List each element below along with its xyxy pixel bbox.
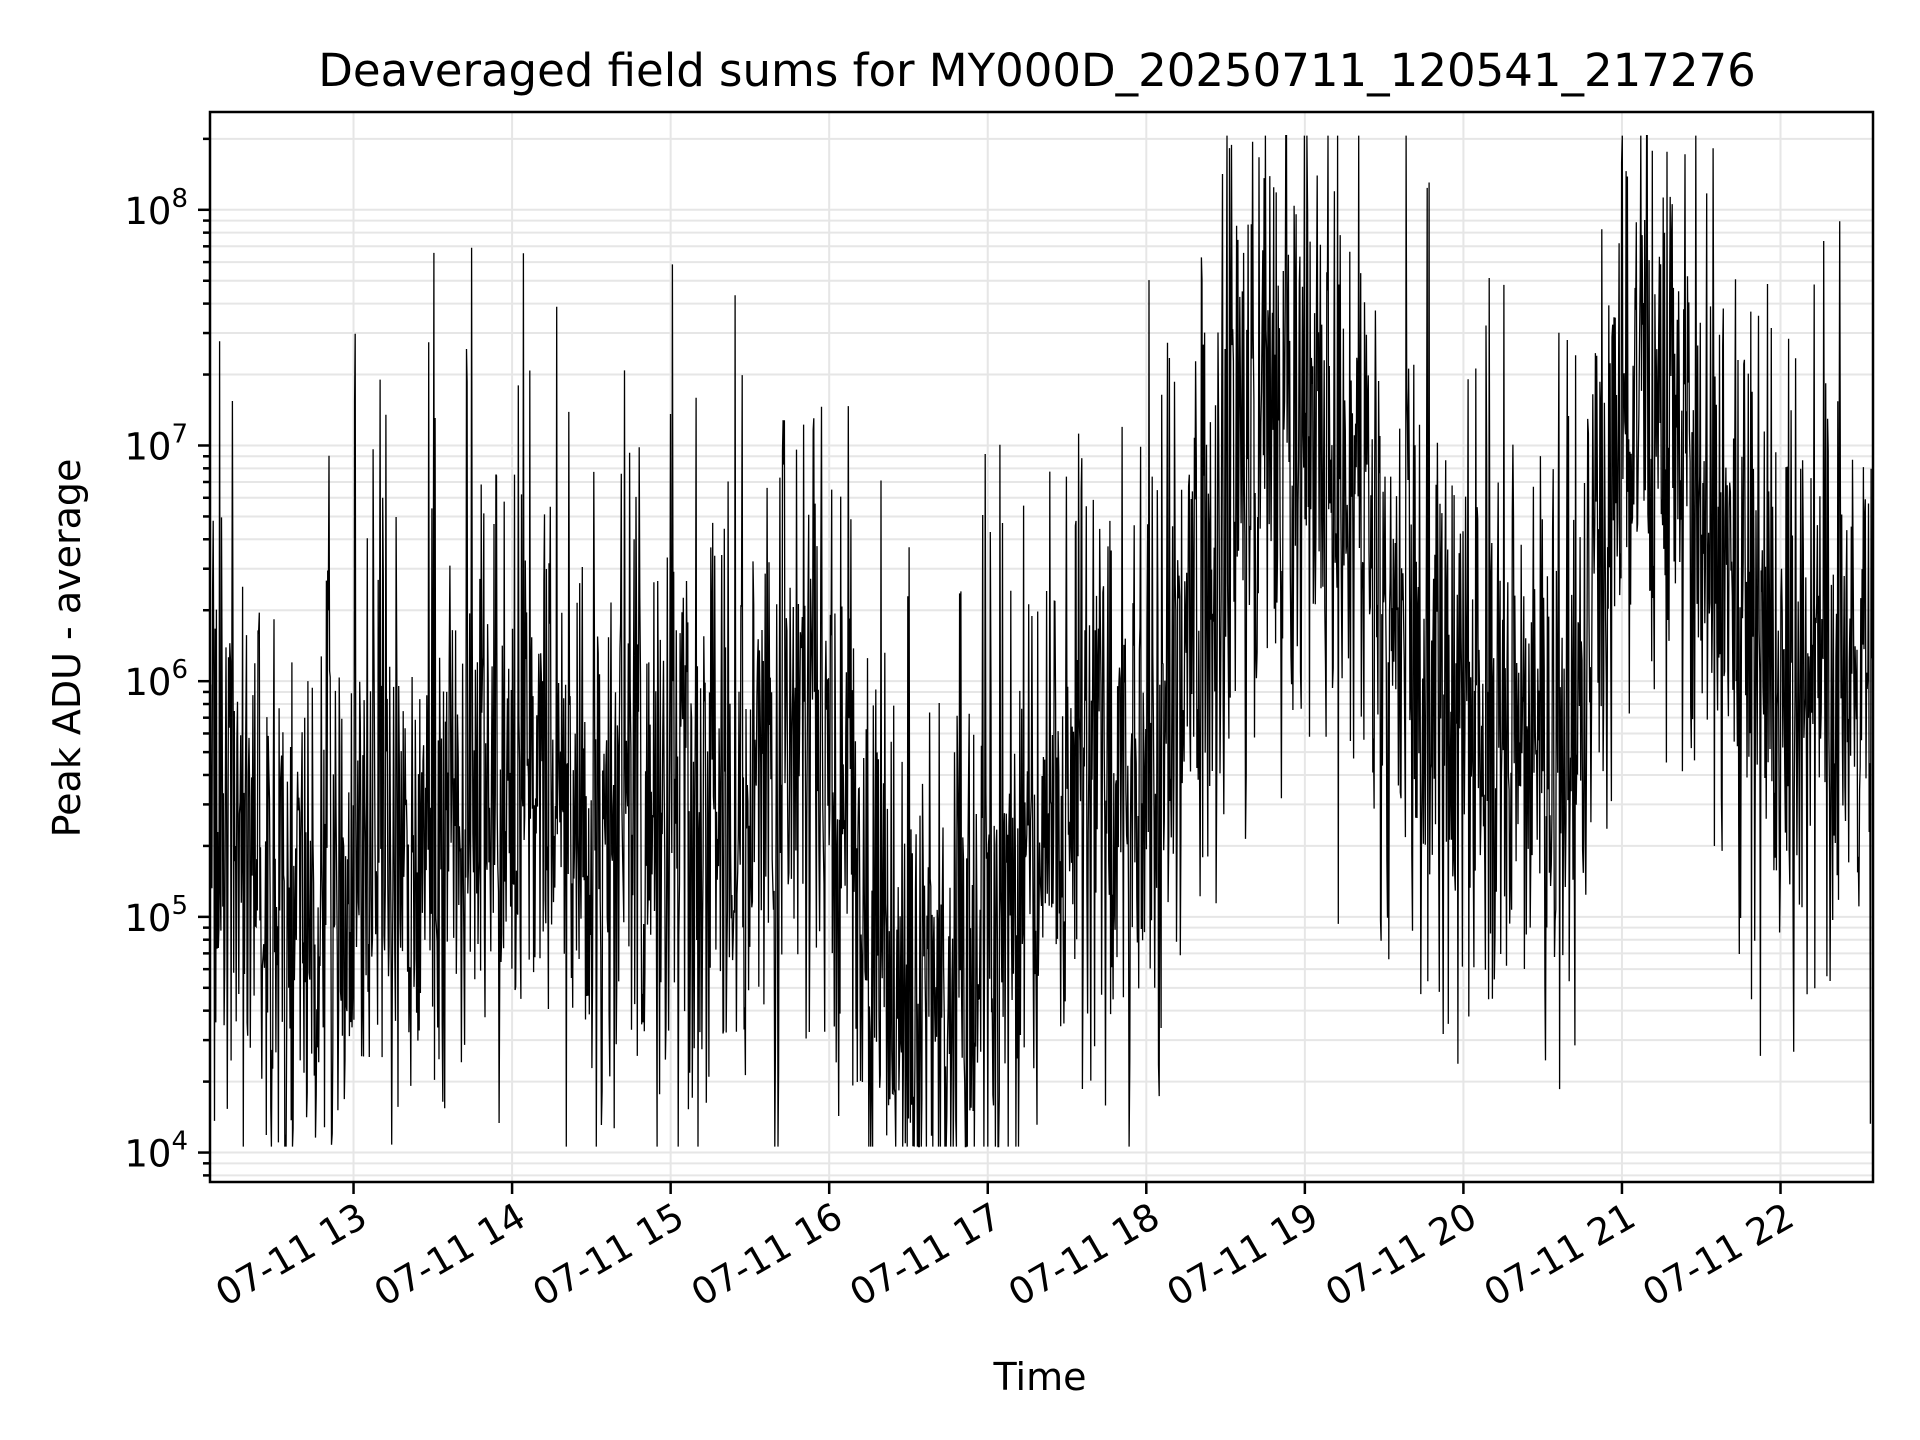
y-axis-label: Peak ADU - average	[45, 459, 89, 838]
y-tick-label-exponent: 5	[171, 891, 188, 921]
y-tick-label-base: 10	[124, 1133, 171, 1176]
y-tick-label: 108	[124, 184, 188, 233]
y-tick-label-base: 10	[124, 425, 171, 468]
y-tick-label: 107	[124, 419, 188, 468]
y-tick-label-exponent: 7	[171, 419, 188, 449]
y-tick-label: 105	[124, 891, 188, 940]
y-tick-label: 104	[124, 1127, 188, 1176]
y-tick-label-exponent: 6	[171, 655, 188, 685]
y-tick-label-base: 10	[124, 661, 171, 704]
series-layer	[209, 134, 1874, 1148]
x-axis-label: Time	[993, 1355, 1087, 1399]
chart-title: Deaveraged field sums for MY000D_2025071…	[318, 44, 1756, 97]
y-tick-label-base: 10	[124, 897, 171, 940]
grid	[210, 112, 1873, 1182]
y-tick-label-base: 10	[124, 190, 171, 233]
series-line	[209, 134, 1874, 1148]
y-tick-label-exponent: 4	[171, 1127, 188, 1157]
plot-frame	[208, 110, 1875, 1184]
y-tick-label: 106	[124, 655, 188, 704]
y-tick-label-exponent: 8	[171, 184, 188, 214]
